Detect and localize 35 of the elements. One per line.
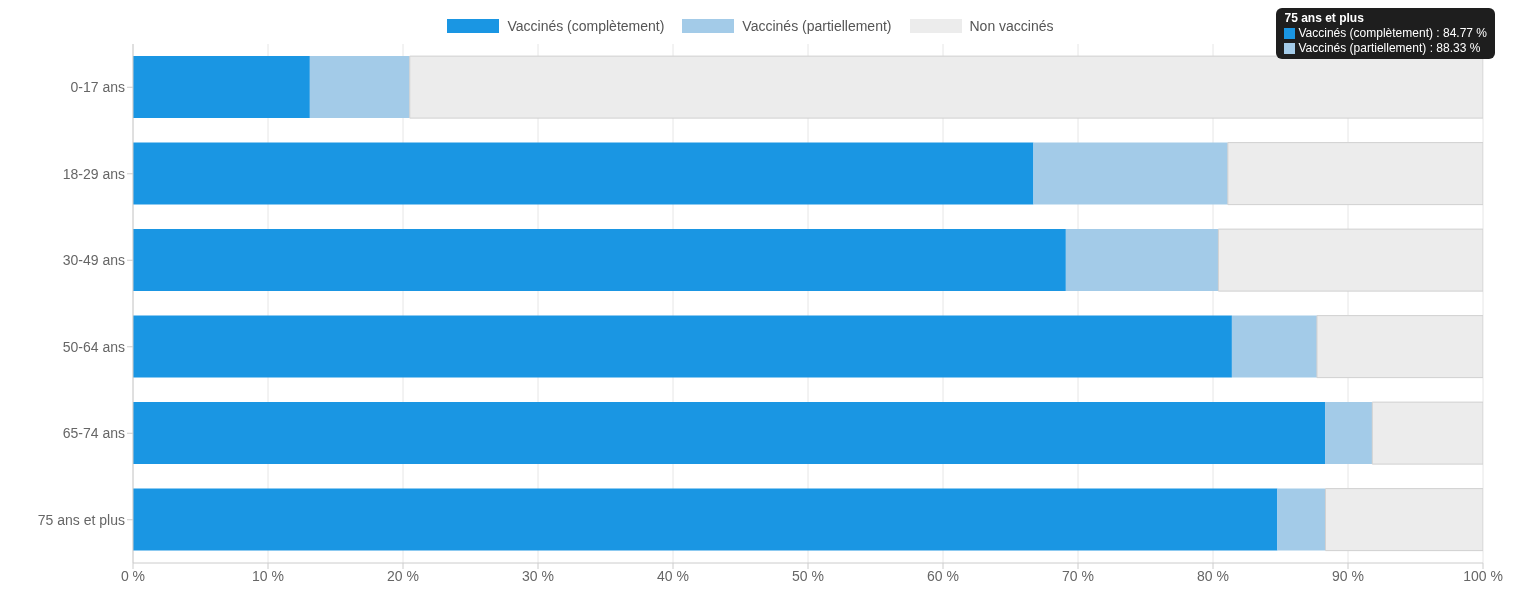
legend-label: Vaccinés (partiellement) xyxy=(742,18,892,34)
bar xyxy=(1231,315,1317,378)
legend-label: Non vaccinés xyxy=(969,18,1054,34)
annotation: Vaccinés (partiellement) : 88.33 % xyxy=(1298,41,1481,56)
bar xyxy=(1325,402,1373,465)
x-tick-label: 90 % xyxy=(1332,567,1364,584)
y-tick-label: 30-49 ans xyxy=(62,252,125,269)
legend-label: Vaccinés (complètement) xyxy=(507,18,665,34)
x-tick-label: 20 % xyxy=(387,567,419,584)
y-tick-label: 65-74 ans xyxy=(62,425,125,442)
bar xyxy=(133,315,1232,378)
x-tick-label: 30 % xyxy=(522,567,554,584)
bar xyxy=(1033,142,1228,205)
bar xyxy=(133,488,1278,551)
bar xyxy=(133,402,1326,465)
x-tick-label: 10 % xyxy=(252,567,284,584)
x-tick-label: 40 % xyxy=(657,567,689,584)
bar xyxy=(133,56,310,119)
bar xyxy=(309,56,410,119)
y-tick-label: 18-29 ans xyxy=(62,165,125,182)
bar xyxy=(1277,488,1326,551)
bar xyxy=(1065,229,1219,292)
x-tick-label: 0 % xyxy=(120,567,146,584)
y-tick-label: 50-64 ans xyxy=(62,338,125,355)
text: Vaccinés (complètement) : 84.77 % xyxy=(1298,26,1487,41)
x-tick-label: 60 % xyxy=(927,567,959,584)
x-tick-label: 80 % xyxy=(1197,567,1229,584)
y-tick-label: 0-17 ans xyxy=(70,79,125,96)
x-tick-label: 70 % xyxy=(1062,567,1094,584)
text: 75 ans et plus xyxy=(1284,11,1364,26)
bar xyxy=(133,142,1034,205)
x-tick-label: 100 % xyxy=(1463,567,1503,584)
y-tick-label: 75 ans et plus xyxy=(37,511,125,528)
bar xyxy=(133,229,1066,292)
x-tick-label: 50 % xyxy=(792,567,824,584)
